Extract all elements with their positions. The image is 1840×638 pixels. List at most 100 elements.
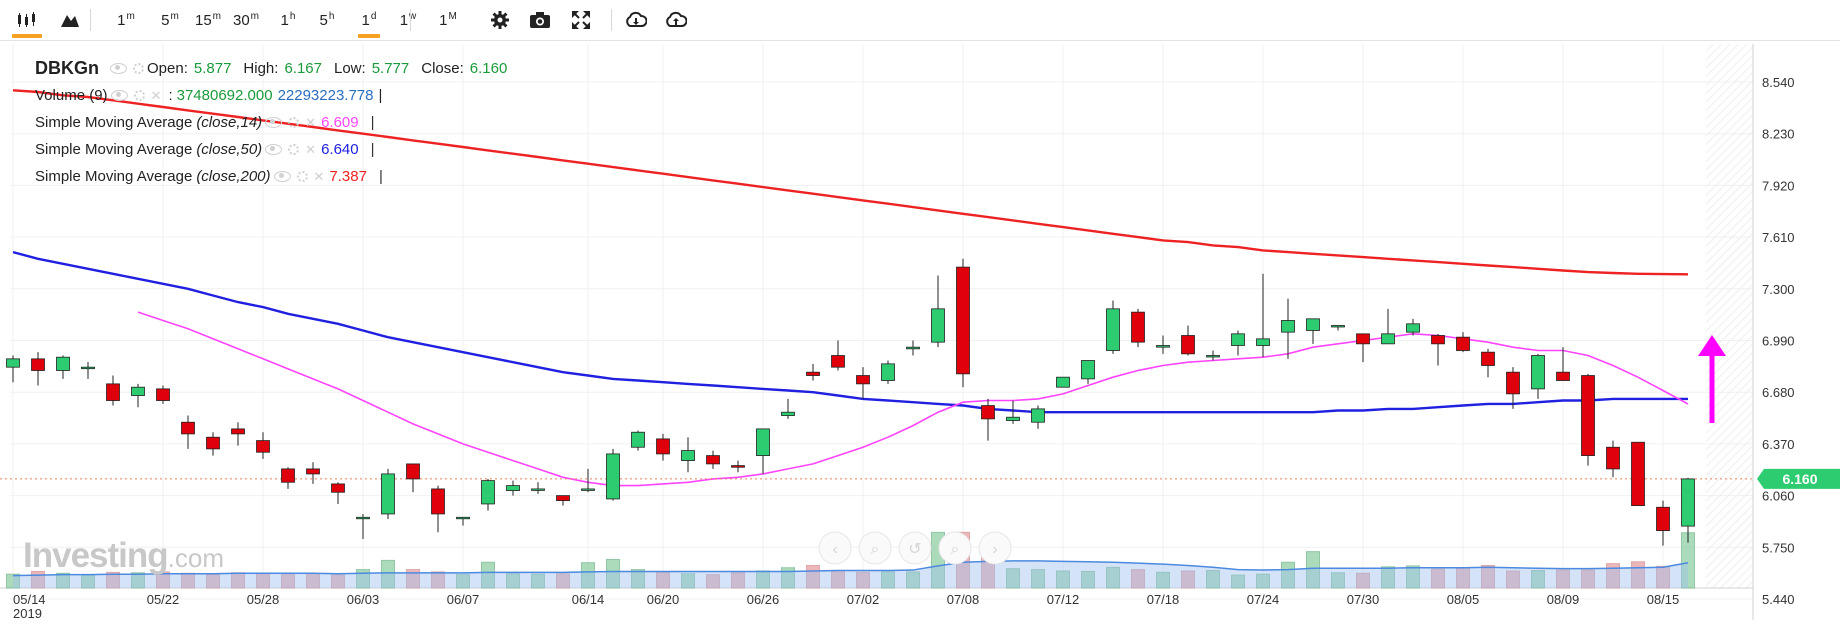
- candle-down[interactable]: [1581, 375, 1595, 456]
- interval-30m-button[interactable]: 30 m: [230, 6, 262, 34]
- candle-up[interactable]: [581, 488, 595, 491]
- volume-bar[interactable]: [631, 569, 645, 589]
- candle-up[interactable]: [1031, 408, 1045, 423]
- settings-icon[interactable]: [133, 63, 144, 74]
- chart-nav-control[interactable]: [938, 531, 972, 565]
- volume-bar[interactable]: [781, 567, 795, 589]
- volume-bar[interactable]: [381, 559, 395, 589]
- candle-down[interactable]: [556, 495, 570, 502]
- volume-bar[interactable]: [356, 569, 370, 589]
- settings-gear-icon[interactable]: [488, 6, 512, 34]
- volume-bar[interactable]: [1481, 564, 1495, 589]
- volume-bar[interactable]: [881, 571, 895, 589]
- chart-nav-control[interactable]: [818, 531, 852, 565]
- candle-down[interactable]: [406, 463, 420, 480]
- candle-up[interactable]: [381, 473, 395, 515]
- volume-bar[interactable]: [1131, 569, 1145, 589]
- volume-bar[interactable]: [156, 571, 170, 589]
- candle-up[interactable]: [681, 450, 695, 461]
- candle-up[interactable]: [1206, 355, 1220, 358]
- candle-up[interactable]: [1156, 345, 1170, 348]
- candle-up[interactable]: [1306, 318, 1320, 331]
- volume-bar[interactable]: [1206, 570, 1220, 589]
- download-icon[interactable]: [624, 6, 648, 34]
- candle-up[interactable]: [606, 453, 620, 500]
- candle-up[interactable]: [1081, 360, 1095, 380]
- candle-up[interactable]: [1281, 320, 1295, 333]
- volume-bar[interactable]: [1531, 570, 1545, 589]
- volume-bar[interactable]: [1256, 573, 1270, 589]
- volume-bar[interactable]: [1381, 566, 1395, 589]
- candle-up[interactable]: [81, 366, 95, 370]
- volume-bar[interactable]: [456, 574, 470, 589]
- candle-down[interactable]: [981, 405, 995, 420]
- chart-nav-control[interactable]: [858, 531, 892, 565]
- candle-down[interactable]: [1431, 335, 1445, 345]
- candle-up[interactable]: [881, 363, 895, 381]
- candle-down[interactable]: [306, 468, 320, 475]
- candle-up[interactable]: [56, 356, 70, 371]
- candle-up[interactable]: [1006, 416, 1020, 421]
- volume-bar[interactable]: [1356, 572, 1370, 589]
- candle-down[interactable]: [656, 438, 670, 455]
- volume-bar[interactable]: [1331, 572, 1345, 589]
- sma50-line[interactable]: [12, 250, 1688, 414]
- candle-up[interactable]: [756, 428, 770, 456]
- candle-up[interactable]: [1106, 308, 1120, 351]
- candle-down[interactable]: [1656, 506, 1670, 532]
- volume-bar[interactable]: [681, 573, 695, 589]
- candle-down[interactable]: [731, 465, 745, 468]
- volume-bar[interactable]: [1056, 570, 1070, 589]
- volume-bar[interactable]: [1456, 568, 1470, 589]
- candle-down[interactable]: [431, 488, 445, 515]
- sma14-line[interactable]: [137, 311, 1689, 487]
- candle-down[interactable]: [106, 383, 120, 401]
- candle-up[interactable]: [1256, 338, 1270, 346]
- interval-15m-button[interactable]: 15 m: [192, 6, 224, 34]
- volume-bar[interactable]: [1656, 565, 1670, 589]
- volume-bar[interactable]: [1031, 569, 1045, 589]
- volume-bar[interactable]: [1556, 569, 1570, 589]
- candle-up[interactable]: [781, 411, 795, 416]
- visibility-eye-icon[interactable]: [110, 90, 128, 101]
- candle-down[interactable]: [206, 436, 220, 450]
- fullscreen-icon[interactable]: [569, 6, 593, 34]
- volume-bar[interactable]: [1081, 570, 1095, 589]
- candle-down[interactable]: [1456, 336, 1470, 351]
- volume-bar[interactable]: [1306, 551, 1320, 589]
- candle-down[interactable]: [1506, 371, 1520, 395]
- close-icon[interactable]: ✕: [150, 87, 162, 103]
- candle-down[interactable]: [831, 355, 845, 368]
- candle-up[interactable]: [1056, 376, 1070, 388]
- candle-up[interactable]: [481, 480, 495, 505]
- candle-up[interactable]: [1231, 333, 1245, 346]
- candle-up[interactable]: [906, 346, 920, 350]
- visibility-eye-icon[interactable]: [110, 63, 127, 74]
- area-chart-icon[interactable]: [58, 6, 82, 34]
- volume-bar[interactable]: [856, 571, 870, 589]
- volume-bar[interactable]: [56, 572, 70, 589]
- candle-down[interactable]: [706, 455, 720, 465]
- candle-down[interactable]: [1356, 333, 1370, 345]
- candle-up[interactable]: [506, 485, 520, 491]
- volume-bar[interactable]: [106, 571, 120, 589]
- volume-bar[interactable]: [906, 571, 920, 589]
- chart-nav-control[interactable]: [978, 531, 1012, 565]
- candle-up[interactable]: [1331, 325, 1345, 328]
- volume-bar[interactable]: [281, 574, 295, 589]
- volume-bar[interactable]: [556, 573, 570, 589]
- volume-bar[interactable]: [1181, 570, 1195, 589]
- chart-nav-control[interactable]: [898, 531, 932, 565]
- candle-up[interactable]: [356, 516, 370, 520]
- candle-down[interactable]: [856, 375, 870, 385]
- settings-icon[interactable]: [133, 90, 145, 101]
- candle-down[interactable]: [331, 483, 345, 493]
- candle-down[interactable]: [1481, 351, 1495, 366]
- candle-down[interactable]: [31, 358, 45, 371]
- volume-bar[interactable]: [481, 561, 495, 589]
